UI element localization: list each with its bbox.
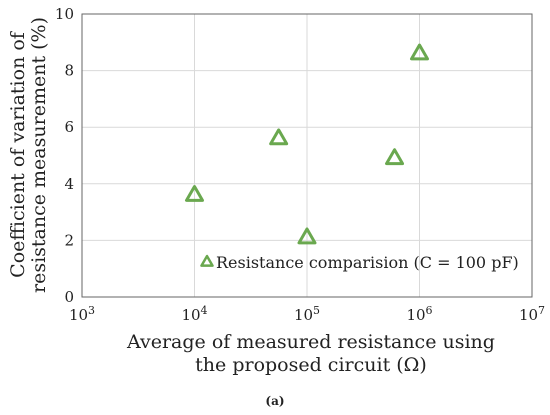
x-axis-title-line2: the proposed circuit (Ω)	[195, 354, 427, 376]
grid-lines	[82, 14, 532, 297]
legend: Resistance comparision (C = 100 pF)	[200, 253, 519, 272]
y-axis-title-line1: Coefficient of variation of	[7, 30, 29, 278]
x-tick-label: 103	[69, 304, 95, 324]
x-tick-label: 104	[181, 304, 207, 324]
plot-frame	[81, 13, 533, 298]
y-tick-label: 2	[64, 231, 74, 249]
legend-triangle-icon	[200, 254, 214, 267]
x-tick-label: 107	[519, 304, 545, 324]
data-point-triangle	[185, 185, 204, 202]
data-point-triangle	[410, 43, 429, 61]
data-points	[185, 43, 429, 245]
y-tick-label: 10	[55, 5, 74, 23]
x-tick-label: 105	[294, 304, 320, 324]
legend-label: Resistance comparision (C = 100 pF)	[216, 253, 519, 272]
x-tick-label: 106	[406, 304, 432, 324]
y-axis-ticks: 0 2 4 6 8 10	[55, 5, 74, 306]
data-point-triangle	[385, 148, 405, 166]
y-tick-label: 0	[64, 288, 74, 306]
data-point-triangle	[297, 227, 317, 245]
x-axis-title-line1: Average of measured resistance using	[126, 331, 495, 353]
y-tick-label: 4	[64, 175, 74, 193]
y-tick-label: 6	[64, 118, 74, 136]
data-point-triangle	[269, 128, 289, 146]
y-tick-label: 8	[64, 62, 74, 80]
x-axis-ticks: 103 104 105 106 107	[69, 304, 545, 324]
figure-caption: (a)	[265, 394, 284, 408]
y-axis-title-line2: resistance measurement (%)	[28, 17, 50, 293]
